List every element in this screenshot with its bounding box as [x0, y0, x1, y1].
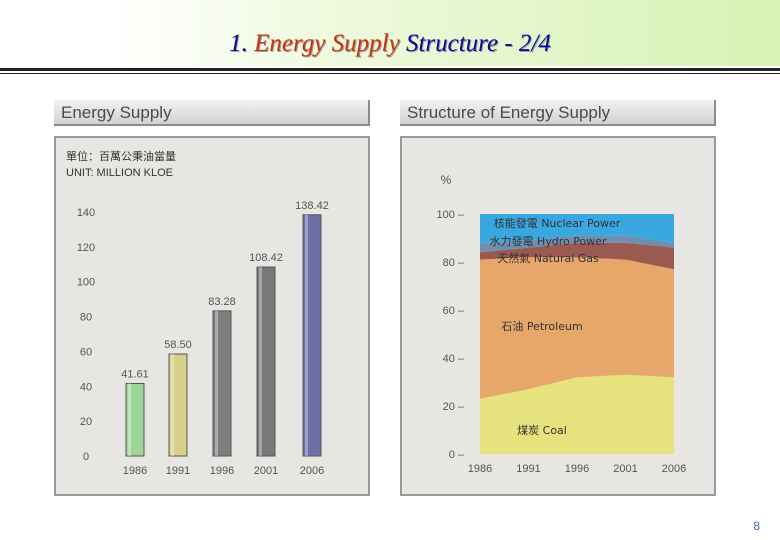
x-tick-label: 2006: [300, 465, 324, 477]
bar-value-label: 138.42: [295, 200, 329, 212]
y-tick-label: 0 –: [449, 449, 465, 461]
bar-value-label: 41.61: [121, 368, 149, 380]
bar-chart-title: Energy Supply: [54, 100, 370, 126]
area-chart-title: Structure of Energy Supply: [400, 100, 716, 126]
y-tick-label: 80 –: [443, 257, 465, 269]
x-tick-label: 1991: [516, 463, 540, 475]
bar-value-label: 83.28: [208, 296, 236, 308]
y-tick-label: 100 –: [436, 209, 464, 221]
area-series: [480, 374, 674, 454]
bar-chart-panel: 單位：百萬公秉油當量 UNIT: MILLION KLOE 0 20 40 60 80 100…: [54, 136, 370, 496]
bar: [168, 353, 188, 457]
y-tick-label: 120: [77, 242, 95, 254]
bar-value-label: 58.50: [164, 339, 192, 351]
title-highlight: Energy Supply: [254, 30, 400, 57]
bar-highlight: [215, 310, 218, 456]
y-tick-label: 140: [77, 207, 95, 219]
area-series: [480, 257, 674, 399]
y-tick-label: 40 –: [443, 353, 465, 365]
x-tick-label: 1991: [166, 465, 190, 477]
bar: [212, 310, 232, 457]
y-tick-label: 60: [80, 346, 92, 358]
y-tick-label: 100: [77, 277, 95, 289]
bar-highlight: [171, 354, 174, 456]
page-number: 8: [753, 519, 760, 533]
y-tick-label: 40: [80, 381, 92, 393]
y-tick-label: 60 –: [443, 305, 465, 317]
series-label: 天然氣 Natural Gas: [497, 251, 599, 265]
x-tick-label: 1996: [210, 465, 234, 477]
area-series: [480, 235, 674, 253]
series-label: 核能發電 Nuclear Power: [494, 216, 621, 230]
x-tick-label: 1986: [468, 463, 492, 475]
bar-value-label: 108.42: [249, 252, 283, 264]
area-chart: % 0 – 20 – 40 – 60 – 80 – 100 – 煤炭 Coal 石油 Petro…: [436, 173, 686, 475]
bar-highlight: [259, 267, 262, 456]
title-rule-thin: [0, 73, 780, 74]
unit-label-en: UNIT: MILLION KLOE: [66, 167, 173, 179]
bar-chart: 單位：百萬公秉油當量 UNIT: MILLION KLOE 0 20 40 60 80 100…: [66, 149, 329, 477]
x-tick-label: 1996: [565, 463, 589, 475]
y-axis-unit: %: [441, 173, 452, 187]
bar-highlight: [128, 383, 131, 456]
area-chart-panel: % 0 – 20 – 40 – 60 – 80 – 100 – 煤炭 Coal 石油 Petro…: [400, 136, 716, 496]
bar-highlight: [305, 214, 308, 456]
area-series: [480, 214, 674, 243]
x-tick-label: 2001: [254, 465, 278, 477]
y-tick-label: 0: [83, 451, 89, 463]
bar: [302, 214, 322, 457]
slide-title: 1. Energy Supply Structure - 2/4: [229, 30, 551, 57]
y-tick-label: 20 –: [443, 401, 465, 413]
series-label: 石油 Petroleum: [501, 319, 582, 333]
area-series: [480, 242, 674, 270]
title-rule: [0, 68, 780, 71]
series-label: 水力發電 Hydro Power: [489, 234, 607, 248]
x-tick-label: 2006: [662, 463, 686, 475]
x-tick-label: 1986: [123, 465, 147, 477]
y-tick-label: 80: [80, 312, 92, 324]
title-background: [108, 0, 780, 66]
series-label: 煤炭 Coal: [517, 424, 567, 437]
x-tick-label: 2001: [613, 463, 637, 475]
bar: [125, 382, 145, 457]
bar: [256, 266, 276, 457]
y-tick-label: 20: [80, 416, 92, 428]
unit-label-zh: 單位：百萬公秉油當量: [66, 149, 176, 163]
